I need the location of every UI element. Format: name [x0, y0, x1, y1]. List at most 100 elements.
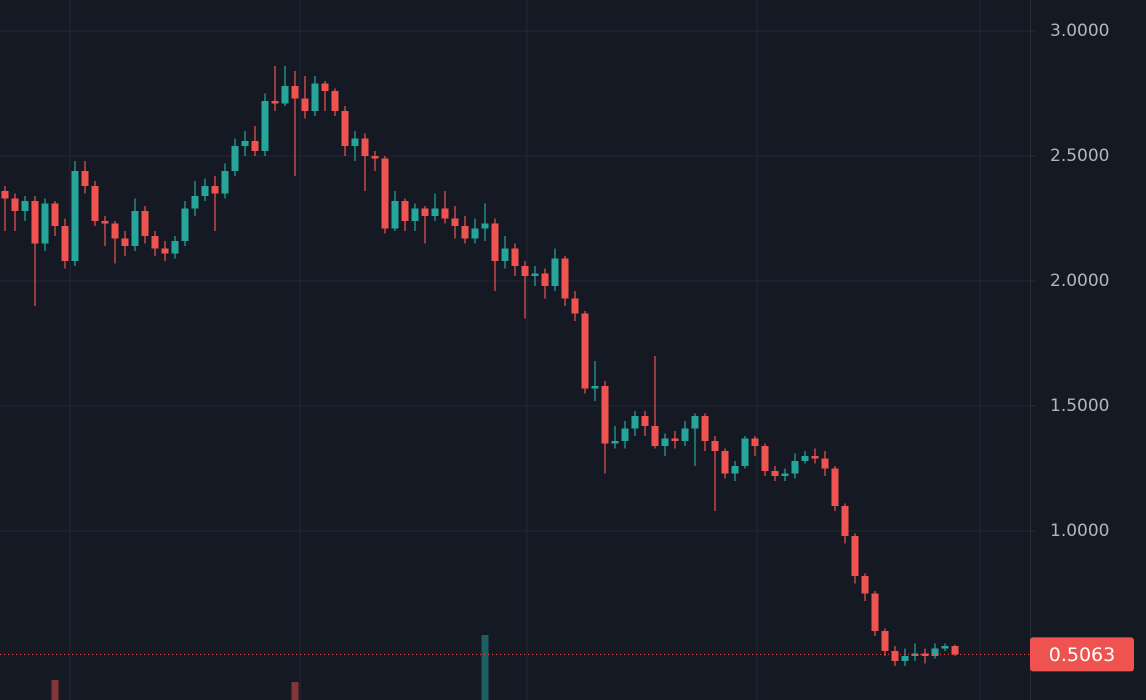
candle-body	[311, 83, 319, 111]
candle-body	[91, 186, 99, 221]
candle-body	[891, 651, 899, 661]
candle-body	[591, 386, 599, 389]
candle-body	[721, 451, 729, 474]
candle-body	[201, 186, 209, 196]
candle-body	[611, 441, 619, 444]
candle-body	[761, 446, 769, 471]
candle-body	[501, 248, 509, 261]
y-tick-label: 3.0000	[1050, 21, 1109, 41]
candle-body	[621, 428, 629, 441]
candle-body	[1, 191, 9, 199]
candle-body	[301, 98, 309, 111]
candle-body	[951, 646, 959, 655]
candle-body	[701, 416, 709, 441]
candle-body	[481, 223, 489, 229]
candle-body	[461, 226, 469, 239]
candle-body	[321, 83, 329, 91]
candle-body	[691, 416, 699, 429]
y-tick-label: 2.0000	[1050, 271, 1109, 291]
candle-body	[901, 656, 909, 661]
y-tick-label: 1.0000	[1050, 521, 1109, 541]
candle-body	[131, 211, 139, 246]
candle-body	[601, 386, 609, 444]
volume-bar	[481, 635, 489, 700]
candle-body	[711, 441, 719, 451]
candle-body	[381, 158, 389, 229]
candle-body	[251, 141, 259, 151]
y-tick-label: 1.5000	[1050, 396, 1109, 416]
candle-body	[271, 101, 279, 104]
candle-body	[751, 438, 759, 446]
candle-body	[641, 416, 649, 426]
candle-body	[791, 461, 799, 474]
candle-body	[531, 273, 539, 276]
candle-body	[871, 593, 879, 631]
candle-body	[821, 458, 829, 469]
candle-body	[11, 198, 19, 211]
candle-body	[771, 471, 779, 476]
candle-body	[741, 438, 749, 466]
candle-body	[221, 171, 229, 194]
candle-body	[781, 473, 789, 476]
candle-body	[861, 576, 869, 594]
candle-body	[211, 186, 219, 194]
candle-body	[371, 156, 379, 159]
candle-body	[41, 203, 49, 244]
candle-body	[521, 266, 529, 276]
candle-body	[191, 196, 199, 209]
candle-body	[651, 426, 659, 446]
candle-body	[851, 536, 859, 576]
candle-body	[401, 201, 409, 221]
candle-body	[451, 218, 459, 226]
last-price-box	[1030, 637, 1134, 672]
candle-body	[141, 211, 149, 236]
candle-body	[351, 138, 359, 146]
candle-body	[671, 438, 679, 441]
candle-body	[111, 223, 119, 239]
volume-bar	[51, 680, 59, 700]
candle-body	[261, 101, 269, 151]
candle-body	[941, 646, 949, 649]
volume-bar	[291, 682, 299, 700]
y-tick-label: 2.5000	[1050, 146, 1109, 166]
candle-body	[801, 456, 809, 461]
candle-body	[421, 208, 429, 216]
candle-body	[151, 236, 159, 249]
candle-body	[31, 201, 39, 244]
candle-body	[431, 208, 439, 216]
candle-body	[511, 248, 519, 266]
candle-body	[161, 248, 169, 254]
last-price-label: 0.5063	[1049, 644, 1115, 666]
candle-body	[231, 146, 239, 171]
candle-body	[811, 456, 819, 459]
candle-body	[731, 466, 739, 474]
candle-body	[241, 141, 249, 146]
candle-body	[171, 241, 179, 254]
time-grid	[69, 0, 981, 700]
candle-body	[181, 208, 189, 241]
candle-body	[931, 648, 939, 656]
candle-body	[471, 228, 479, 239]
candle-body	[61, 226, 69, 261]
candle-body	[911, 653, 919, 656]
candle-body	[281, 86, 289, 104]
candle-body	[561, 258, 569, 299]
candle-body	[551, 258, 559, 286]
candle-body	[841, 506, 849, 536]
candle-body	[391, 201, 399, 229]
candle-body	[331, 91, 339, 111]
candle-body	[631, 416, 639, 429]
candle-body	[101, 221, 109, 224]
candle-body	[71, 171, 79, 261]
candle-body	[21, 201, 29, 211]
candle-body	[81, 171, 89, 186]
candle-body	[541, 273, 549, 286]
candle-body	[831, 468, 839, 506]
candle-body	[581, 313, 589, 389]
candle-body	[411, 208, 419, 221]
candle-body	[571, 298, 579, 314]
candle-body	[361, 138, 369, 156]
candle-body	[341, 111, 349, 146]
